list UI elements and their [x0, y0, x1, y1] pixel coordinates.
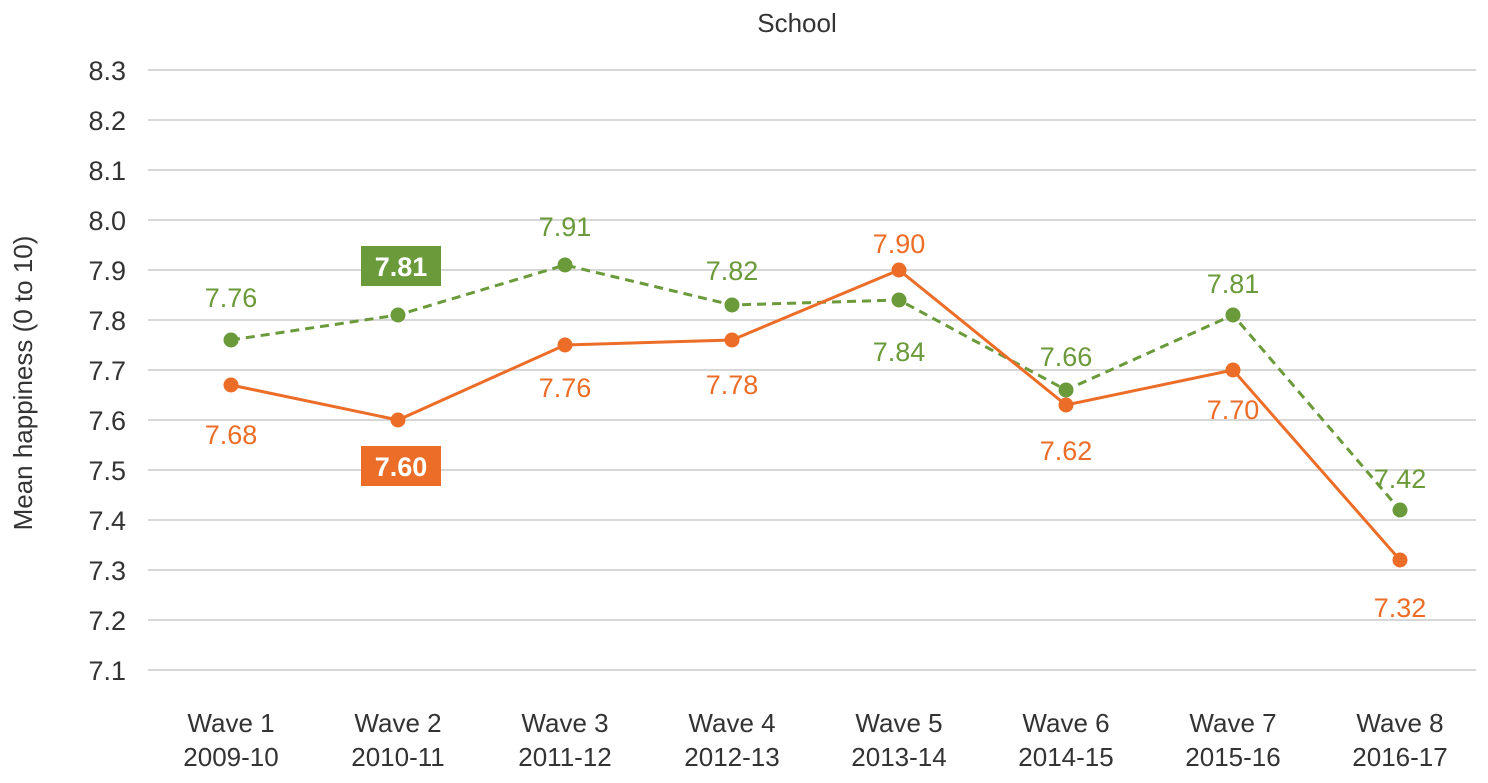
- data-point: [891, 262, 907, 278]
- highlight-box: [361, 446, 441, 486]
- y-tick-label: 7.2: [88, 606, 126, 636]
- x-tick-label-wave: Wave 1: [187, 708, 274, 738]
- data-label: 7.91: [539, 212, 592, 242]
- gridlines: [148, 69, 1476, 671]
- data-point: [891, 292, 907, 308]
- data-point: [390, 412, 406, 428]
- series-points: [223, 257, 1408, 568]
- x-tick-label-years: 2012-13: [684, 742, 779, 772]
- data-point: [1058, 397, 1074, 413]
- x-tick-label-wave: Wave 5: [855, 708, 942, 738]
- x-tick-label-years: 2010-11: [351, 742, 445, 772]
- data-label: 7.70: [1207, 395, 1260, 425]
- y-tick-label: 7.3: [88, 556, 126, 586]
- data-point: [1392, 552, 1408, 568]
- data-label: 7.90: [873, 229, 926, 259]
- y-tick-label: 7.6: [88, 406, 126, 436]
- data-point: [1225, 362, 1241, 378]
- data-point: [724, 332, 740, 348]
- y-tick-label: 8.1: [88, 156, 126, 186]
- x-tick-label-years: 2016-17: [1352, 742, 1447, 772]
- y-tick-label: 7.8: [88, 306, 126, 336]
- data-point: [1392, 502, 1408, 518]
- x-tick-label-years: 2009-10: [183, 742, 278, 772]
- data-label: 7.66: [1040, 342, 1093, 372]
- x-tick-label-wave: Wave 4: [688, 708, 775, 738]
- series-line-1: [230, 268, 1402, 561]
- x-tick-labels: Wave 1 2009-10 Wave 2 2010-11 Wave 3 2011-12 W…: [183, 708, 1447, 772]
- x-tick-label-wave: Wave 2: [354, 708, 441, 738]
- y-tick-label: 7.4: [88, 506, 126, 536]
- data-label: 7.62: [1040, 436, 1093, 466]
- x-tick-label-wave: Wave 6: [1022, 708, 1109, 738]
- data-label: 7.68: [205, 420, 258, 450]
- data-point: [223, 377, 239, 393]
- x-tick-label-wave: Wave 7: [1189, 708, 1276, 738]
- x-tick-label-wave: Wave 8: [1356, 708, 1443, 738]
- data-label: 7.76: [205, 283, 258, 313]
- data-label: 7.81: [1207, 269, 1260, 299]
- y-tick-label: 8.2: [88, 106, 126, 136]
- y-tick-label: 7.1: [88, 656, 126, 686]
- data-label: 7.82: [706, 256, 759, 286]
- y-axis-label: Mean happiness (0 to 10): [8, 236, 38, 531]
- data-point: [390, 307, 406, 323]
- data-label: 7.76: [539, 373, 592, 403]
- data-label: 7.78: [706, 370, 759, 400]
- series-lines: [230, 263, 1402, 561]
- x-tick-label-years: 2013-14: [851, 742, 946, 772]
- data-label: 7.32: [1374, 593, 1427, 623]
- series-line-0: [230, 263, 1402, 511]
- chart-title: School: [757, 8, 837, 38]
- y-tick-label: 7.9: [88, 256, 126, 286]
- x-tick-label-years: 2014-15: [1018, 742, 1113, 772]
- data-point: [1058, 382, 1074, 398]
- y-tick-label: 7.5: [88, 456, 126, 486]
- data-label: 7.84: [873, 337, 926, 367]
- highlight-label-0: 7.81: [361, 246, 441, 286]
- x-tick-label-years: 2011-12: [518, 742, 612, 772]
- x-tick-label-years: 2015-16: [1185, 742, 1280, 772]
- highlight-box: [361, 246, 441, 286]
- y-tick-labels: 7.1 7.2 7.3 7.4 7.5 7.6 7.7 7.8 7.9 8.0 8.1 8.2 8.3: [88, 56, 126, 686]
- data-point: [223, 332, 239, 348]
- highlight-value: 7.60: [375, 452, 428, 482]
- data-label: 7.42: [1374, 464, 1427, 494]
- data-point: [1225, 307, 1241, 323]
- y-tick-label: 8.3: [88, 56, 126, 86]
- data-point: [557, 257, 573, 273]
- highlight-label-1: 7.60: [361, 446, 441, 486]
- data-point: [557, 337, 573, 353]
- data-point: [724, 297, 740, 313]
- highlight-value: 7.81: [375, 252, 428, 282]
- y-tick-label: 8.0: [88, 206, 126, 236]
- data-labels: 7.76 7.81 7.91 7.82 7.84 7.66 7.81 7.42 7.68 7.60…: [205, 212, 1427, 623]
- y-tick-label: 7.7: [88, 356, 126, 386]
- x-tick-label-wave: Wave 3: [521, 708, 608, 738]
